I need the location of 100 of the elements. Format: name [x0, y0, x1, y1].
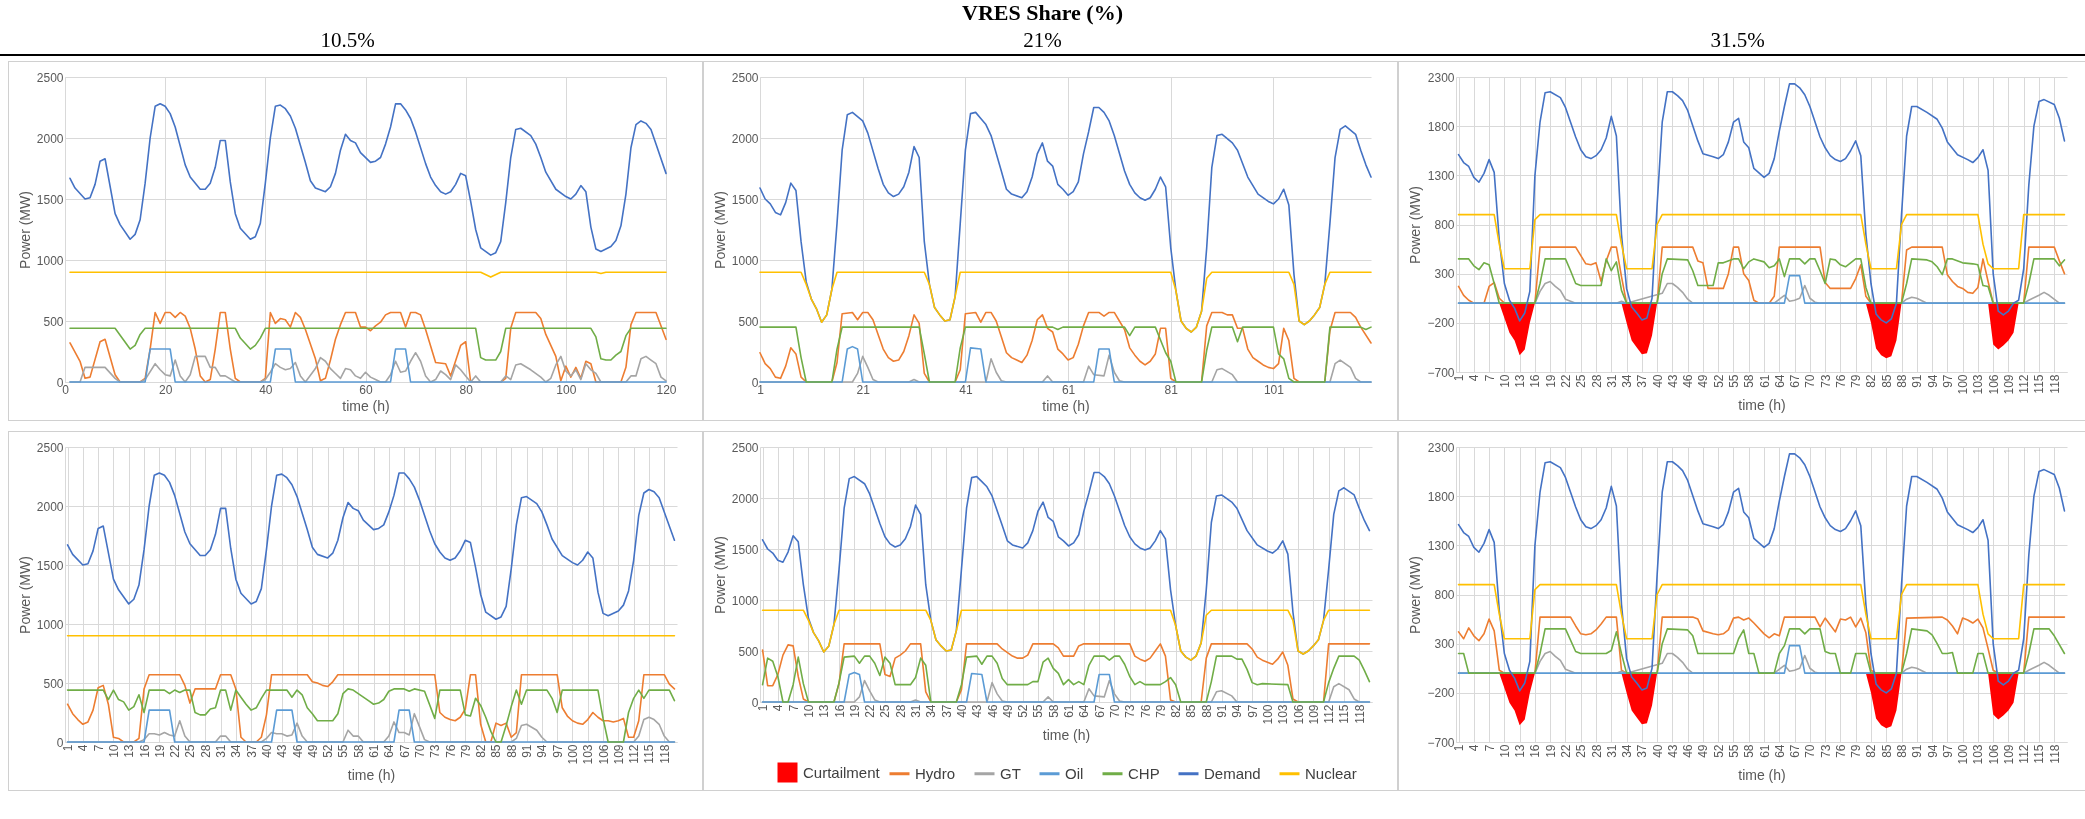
y-tick-label: 2000: [731, 491, 759, 506]
x-tick-label: 76: [443, 744, 458, 758]
x-tick-label: 94: [1230, 704, 1245, 718]
x-tick-label: 103: [1971, 744, 1986, 765]
y-tick-label: 800: [1434, 218, 1455, 232]
y-tick-label: −700: [1427, 365, 1455, 380]
x-tick-label: 106: [596, 744, 611, 765]
x-tick-label: 82: [1864, 374, 1879, 388]
chart-subtitle: 31.5%: [1709, 27, 1766, 54]
x-tick-label: 37: [939, 704, 954, 718]
x-tick-label: 61: [1757, 744, 1772, 758]
x-tick-label: 118: [657, 744, 672, 764]
x-tick-label: 76: [1833, 374, 1848, 388]
y-tick-label: 1800: [1427, 119, 1455, 134]
y-tick-label: 1500: [36, 192, 64, 207]
x-axis-title: time (h): [1042, 397, 1090, 414]
x-tick-label: 73: [1123, 704, 1138, 718]
x-axis-title: time (h): [342, 397, 390, 414]
x-tick-label: 81: [1164, 382, 1179, 397]
x-tick-label: 13: [1513, 374, 1528, 388]
x-tick-label: 82: [1169, 704, 1184, 718]
x-tick-label: 82: [1864, 744, 1879, 758]
x-tick-label: 112: [627, 744, 642, 764]
x-tick-label: 1: [756, 704, 771, 712]
x-tick-label: 31: [1604, 744, 1619, 758]
x-tick-label: 49: [1000, 704, 1015, 718]
x-tick-label: 22: [863, 704, 878, 718]
x-tick-label: 112: [1322, 704, 1337, 724]
legend-label: Nuclear: [1305, 764, 1357, 782]
x-tick-label: 61: [1757, 374, 1772, 388]
x-tick-label: 34: [229, 744, 244, 758]
x-tick-label: 100: [1260, 704, 1275, 725]
x-tick-label: 52: [1016, 704, 1031, 718]
x-tick-label: 55: [1031, 704, 1046, 718]
x-tick-label: 109: [2001, 744, 2016, 765]
y-tick-label: 2000: [36, 499, 64, 514]
x-tick-label: 13: [122, 744, 137, 758]
y-tick-label: 2000: [36, 131, 64, 146]
x-tick-label: 97: [1245, 704, 1260, 718]
x-tick-label: 109: [2001, 374, 2016, 395]
y-axis-title: Power (MW): [711, 191, 728, 269]
y-tick-label: −700: [1427, 735, 1455, 750]
y-axis-title: Power (MW): [16, 556, 33, 634]
x-tick-label: 49: [305, 744, 320, 758]
x-tick-label: 25: [878, 704, 893, 718]
y-tick-label: 2500: [36, 70, 64, 85]
y-tick-label: 1000: [731, 253, 759, 268]
x-tick-label: 58: [1742, 374, 1757, 388]
y-tick-label: 800: [1434, 588, 1455, 602]
x-tick-label: 4: [76, 744, 91, 752]
x-tick-label: 28: [1589, 374, 1604, 388]
x-tick-label: 91: [1215, 704, 1230, 718]
x-tick-label: 43: [1665, 374, 1680, 388]
x-tick-label: 49: [1696, 374, 1711, 388]
x-tick-label: 40: [1650, 744, 1665, 758]
x-tick-label: 85: [489, 744, 504, 758]
y-tick-label: 500: [738, 644, 759, 659]
x-tick-label: 91: [1910, 374, 1925, 388]
x-tick-label: 91: [520, 744, 535, 758]
y-axis-title: Power (MW): [1407, 186, 1424, 264]
x-tick-label: 60: [359, 382, 373, 397]
x-tick-label: 25: [1574, 374, 1589, 388]
x-tick-label: 43: [1665, 744, 1680, 758]
x-tick-label: 22: [168, 744, 183, 758]
x-tick-label: 94: [535, 744, 550, 758]
y-axis-title: Power (MW): [16, 191, 33, 269]
x-tick-label: 88: [1895, 744, 1910, 758]
x-tick-label: 13: [1513, 744, 1528, 758]
x-tick-label: 37: [1635, 744, 1650, 758]
x-tick-label: 7: [786, 704, 801, 712]
y-tick-label: 300: [1434, 267, 1455, 282]
x-tick-label: 52: [1711, 744, 1726, 758]
legend-label: Demand: [1204, 764, 1261, 782]
x-tick-label: 67: [1092, 704, 1107, 718]
y-tick-label: 2500: [731, 70, 759, 85]
x-axis-title: time (h): [1738, 766, 1786, 783]
y-axis-title: Power (MW): [1407, 556, 1424, 634]
x-tick-label: 46: [1681, 744, 1696, 758]
x-tick-label: 103: [1971, 374, 1986, 395]
x-tick-label: 52: [321, 744, 336, 758]
y-tick-label: 1500: [731, 192, 759, 207]
x-tick-label: 76: [1833, 744, 1848, 758]
x-tick-label: 40: [259, 744, 274, 758]
x-tick-label: 100: [1956, 374, 1971, 395]
x-tick-label: 46: [1681, 374, 1696, 388]
x-tick-label: 7: [91, 744, 106, 752]
x-tick-label: 43: [275, 744, 290, 758]
y-tick-label: 300: [1434, 637, 1455, 652]
x-axis-title: time (h): [347, 766, 396, 783]
x-tick-label: 40: [954, 704, 969, 718]
x-tick-label: 16: [1528, 374, 1543, 388]
x-tick-label: 73: [1818, 374, 1833, 388]
x-tick-label: 19: [1543, 374, 1558, 388]
x-tick-label: 40: [1650, 374, 1665, 388]
x-tick-label: 67: [397, 744, 412, 758]
x-tick-label: 79: [458, 744, 473, 758]
x-tick-label: 118: [1352, 704, 1367, 724]
y-tick-label: 1000: [731, 593, 759, 608]
x-tick-label: 58: [1742, 744, 1757, 758]
legend-label: Curtailment: [803, 763, 881, 781]
